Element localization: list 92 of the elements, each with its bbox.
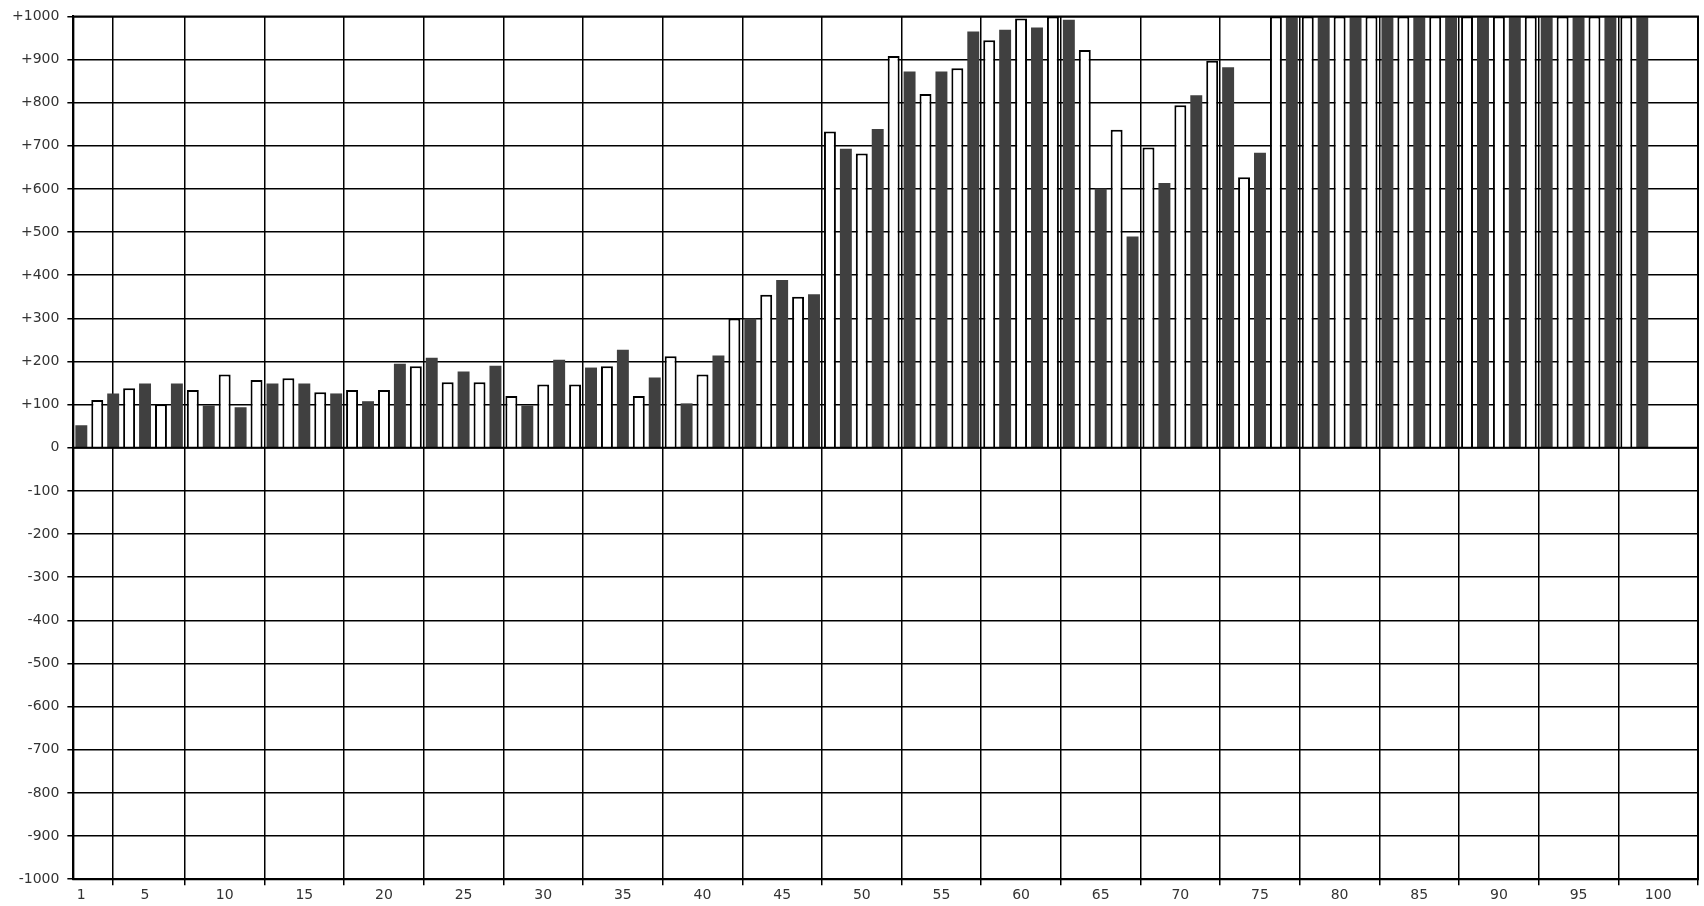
bar [75, 425, 88, 448]
bar [170, 383, 183, 448]
bar [744, 318, 757, 448]
x-tick-label: 1 [76, 886, 86, 903]
bar [808, 294, 820, 448]
bar [1477, 16, 1489, 448]
bar [1604, 16, 1617, 448]
bar [839, 148, 852, 448]
y-tick-label: -500 [27, 654, 60, 671]
bar [1349, 16, 1362, 448]
y-tick-label: -1000 [18, 869, 60, 886]
bar [1540, 16, 1553, 448]
y-tick-label: -600 [27, 697, 60, 714]
x-tick-label: 5 [140, 886, 150, 903]
bar [1158, 182, 1171, 448]
y-tick-label: 0 [50, 438, 60, 455]
bar [648, 377, 661, 448]
y-tick-label: -300 [27, 567, 60, 584]
x-tick-label: 35 [613, 886, 632, 903]
bar [107, 393, 120, 448]
bar [1062, 19, 1075, 448]
x-tick-label: 70 [1171, 886, 1190, 903]
y-tick-label: +1000 [12, 7, 60, 24]
bar [1572, 16, 1585, 448]
y-tick-label: +200 [20, 352, 60, 369]
y-tick-label: -700 [27, 740, 60, 757]
bar [298, 383, 311, 448]
bar [553, 359, 566, 448]
bar [1190, 95, 1203, 448]
bar [1381, 16, 1394, 448]
x-tick-label: 55 [932, 886, 951, 903]
bar [585, 367, 597, 448]
bar [967, 31, 980, 448]
x-tick-label: 95 [1569, 886, 1588, 903]
bar [202, 405, 215, 448]
bar [903, 71, 916, 448]
bar [1636, 16, 1649, 448]
x-tick-label: 50 [852, 886, 871, 903]
bar [1413, 16, 1426, 448]
x-tick-label: 25 [454, 886, 473, 903]
bar [234, 407, 247, 448]
y-tick-label: +400 [20, 265, 60, 282]
x-tick-label: 65 [1091, 886, 1110, 903]
x-tick-label: 100 [1644, 886, 1672, 903]
x-tick-label: 20 [375, 886, 393, 903]
y-tick-label: -100 [27, 481, 60, 498]
bar [1126, 236, 1139, 448]
bar [1031, 27, 1043, 448]
y-tick-label: +600 [20, 179, 60, 196]
x-tick-label: 60 [1012, 886, 1030, 903]
bar [616, 349, 629, 448]
x-tick-label: 30 [534, 886, 553, 903]
bar [680, 403, 693, 448]
y-tick-label: -200 [27, 524, 60, 541]
x-tick-label: 10 [215, 886, 234, 903]
bar [999, 29, 1012, 448]
bar [1222, 67, 1235, 448]
y-tick-label: -800 [27, 783, 60, 800]
y-tick-label: -900 [27, 826, 60, 843]
x-tick-label: 15 [295, 886, 314, 903]
bar [521, 405, 534, 448]
y-tick-label: +100 [20, 395, 60, 412]
y-tick-label: +800 [20, 93, 60, 110]
y-tick-label: +900 [20, 50, 60, 67]
bar [362, 401, 374, 448]
bar [457, 371, 470, 448]
bar [1094, 188, 1107, 448]
y-tick-label: +500 [20, 222, 60, 239]
x-tick-label: 80 [1330, 886, 1349, 903]
x-tick-label: 90 [1489, 886, 1508, 903]
bar [1254, 152, 1266, 448]
x-tick-label: 45 [773, 886, 792, 903]
bar [330, 393, 343, 448]
bar [935, 71, 948, 448]
y-tick-label: +300 [20, 309, 60, 326]
bar [1317, 16, 1330, 448]
bar [266, 383, 279, 448]
bar [139, 383, 152, 448]
x-tick-label: 85 [1410, 886, 1429, 903]
bar [425, 357, 438, 448]
y-tick-label: -400 [27, 611, 60, 627]
y-tick-label: +700 [20, 136, 60, 153]
bar [489, 365, 502, 448]
bar [1445, 16, 1458, 448]
x-tick-label: 75 [1251, 886, 1269, 903]
bar [712, 355, 725, 448]
bar [393, 363, 406, 448]
bar [1508, 16, 1521, 448]
bar [871, 129, 884, 448]
x-tick-label: 40 [693, 886, 712, 903]
bar [776, 279, 789, 448]
bar [1285, 16, 1298, 448]
